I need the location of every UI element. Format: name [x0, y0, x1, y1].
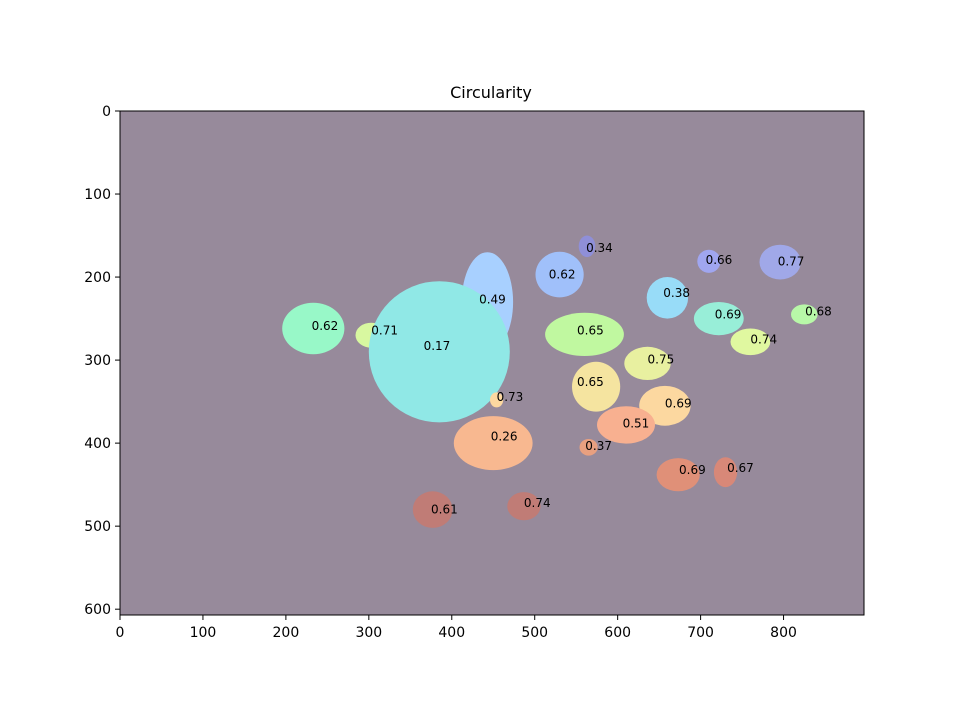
circularity-label-12: 0.74: [750, 333, 777, 347]
x-tick-label: 300: [355, 625, 382, 641]
y-tick-label: 100: [84, 187, 111, 203]
region-0: [578, 235, 596, 258]
y-tick-label: 200: [84, 270, 111, 286]
x-tick-label: 800: [770, 625, 797, 641]
region-10: [368, 281, 510, 423]
region-3: [535, 251, 584, 298]
regions-layer: [282, 235, 818, 528]
region-11: [545, 312, 624, 356]
circularity-label-7: 0.68: [805, 304, 832, 318]
circularity-label-20: 0.69: [679, 463, 706, 477]
circularity-label-23: 0.74: [524, 496, 551, 510]
circularity-label-15: 0.73: [497, 390, 524, 404]
region-1: [697, 249, 721, 273]
circularity-label-8: 0.62: [312, 319, 339, 333]
x-tick-label: 400: [438, 625, 465, 641]
circularity-label-17: 0.26: [491, 430, 518, 444]
circularity-label-18: 0.51: [623, 416, 650, 430]
x-tick-label: 200: [273, 625, 300, 641]
circularity-label-19: 0.37: [585, 439, 612, 453]
y-tick-label: 600: [84, 602, 111, 618]
labels-layer: 0.34 0.66 0.77 0.62 0.49 0.38 0.69 0.68 0.62 0.71…: [312, 241, 832, 517]
circularity-label-5: 0.38: [663, 286, 690, 300]
region-20: [656, 458, 700, 492]
y-tick-label: 500: [84, 519, 111, 535]
x-tick-label: 700: [687, 625, 714, 641]
region-21: [713, 457, 738, 488]
region-22: [412, 491, 453, 528]
region-7: [791, 304, 818, 325]
region-19: [579, 439, 598, 456]
region-14: [572, 361, 621, 412]
x-axis: 0 100 200 300 400 500 600 700 800: [116, 615, 797, 641]
region-23: [507, 492, 541, 521]
x-tick-label: 600: [604, 625, 631, 641]
circularity-label-6: 0.69: [715, 308, 742, 322]
circularity-label-21: 0.67: [727, 461, 754, 475]
region-16: [639, 385, 691, 426]
region-6: [693, 302, 744, 336]
circularity-label-1: 0.66: [706, 253, 733, 267]
region-12: [730, 328, 771, 356]
circularity-label-4: 0.49: [479, 293, 506, 307]
y-axis: 0 100 200 300 400 500 600: [84, 104, 120, 618]
region-13: [624, 346, 671, 380]
x-tick-label: 0: [116, 625, 125, 641]
circularity-label-3: 0.62: [549, 268, 576, 282]
circularity-label-11: 0.65: [577, 323, 604, 337]
region-18: [597, 406, 655, 444]
region-8: [282, 302, 345, 355]
y-tick-label: 400: [84, 436, 111, 452]
plot-frame: [119, 110, 865, 616]
region-17: [453, 416, 533, 471]
x-tick-label: 500: [521, 625, 548, 641]
y-tick-label: 0: [102, 104, 111, 120]
circularity-label-22: 0.61: [431, 503, 458, 517]
circularity-label-16: 0.69: [665, 396, 692, 410]
region-2: [759, 244, 801, 280]
y-tick-label: 300: [84, 353, 111, 369]
region-5: [646, 277, 689, 319]
circularity-label-2: 0.77: [778, 255, 805, 269]
region-15: [490, 392, 504, 408]
circularity-label-14: 0.65: [577, 375, 604, 389]
x-tick-label: 100: [190, 625, 217, 641]
circularity-label-10: 0.17: [424, 339, 451, 353]
circularity-label-9: 0.71: [371, 323, 398, 337]
circularity-label-0: 0.34: [586, 241, 613, 255]
chart-title: Circularity: [450, 83, 532, 102]
circularity-label-13: 0.75: [648, 352, 675, 366]
